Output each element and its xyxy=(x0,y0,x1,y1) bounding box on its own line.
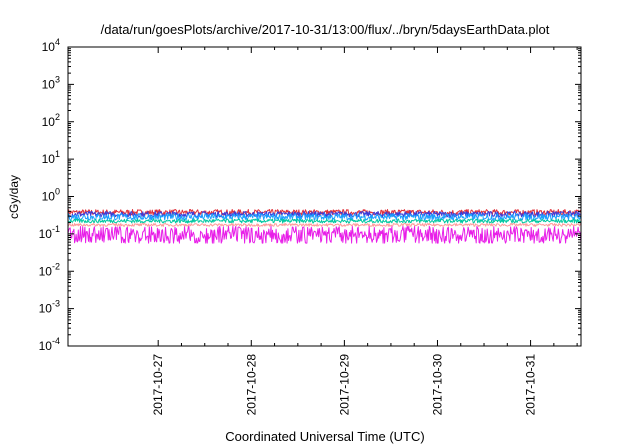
y-tick-label: 10-1 xyxy=(39,224,60,241)
x-tick-label: 2017-10-28 xyxy=(244,354,258,416)
plot-frame xyxy=(67,46,582,347)
y-tick-label: 10-2 xyxy=(39,261,60,278)
x-axis-label: Coordinated Universal Time (UTC) xyxy=(225,429,424,444)
x-tick-label: 2017-10-29 xyxy=(337,354,351,416)
y-tick-label: 102 xyxy=(42,112,60,129)
series-layer xyxy=(67,209,582,244)
x-tick-label: 2017-10-30 xyxy=(430,354,444,416)
chart-title: /data/run/goesPlots/archive/2017-10-31/1… xyxy=(101,22,550,37)
y-tick-label: 101 xyxy=(42,149,60,166)
series-line-2 xyxy=(67,210,582,218)
y-tick-label: 103 xyxy=(42,74,60,91)
x-tick-label: 2017-10-27 xyxy=(151,354,165,416)
series-line-5 xyxy=(67,223,582,227)
y-tick-label: 104 xyxy=(42,37,60,54)
y-tick-label: 100 xyxy=(42,187,60,204)
y-tick-label: 10-4 xyxy=(39,336,60,353)
series-line-6 xyxy=(67,225,582,244)
y-axis: 10-4 10-3 10-2 10-1 100 101 102 103 104 xyxy=(39,37,581,353)
y-tick-label: 10-3 xyxy=(39,299,60,316)
y-axis-label: cGy/day xyxy=(7,175,21,219)
x-tick-label: 2017-10-31 xyxy=(524,354,538,416)
series-line-4 xyxy=(67,218,582,224)
x-axis: 2017-10-27 2017-10-28 2017-10-29 2017-10-30… xyxy=(151,47,578,416)
